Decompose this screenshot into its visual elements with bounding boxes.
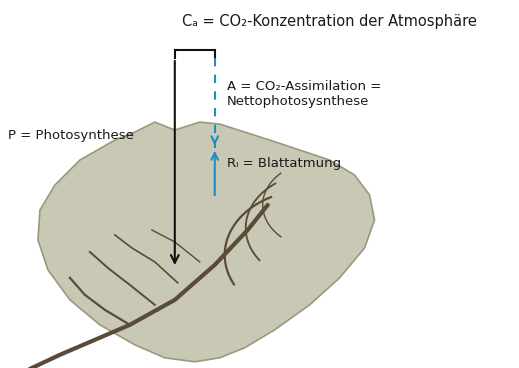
Text: P = Photosynthese: P = Photosynthese: [8, 128, 134, 142]
Text: Cₐ = CO₂-Konzentration der Atmosphäre: Cₐ = CO₂-Konzentration der Atmosphäre: [182, 14, 477, 29]
Text: Rₗ = Blattatmung: Rₗ = Blattatmung: [227, 156, 341, 170]
Polygon shape: [38, 122, 375, 362]
Text: A = CO₂-Assimilation =
Nettophotosysnthese: A = CO₂-Assimilation = Nettophotosysnthe…: [227, 80, 381, 108]
